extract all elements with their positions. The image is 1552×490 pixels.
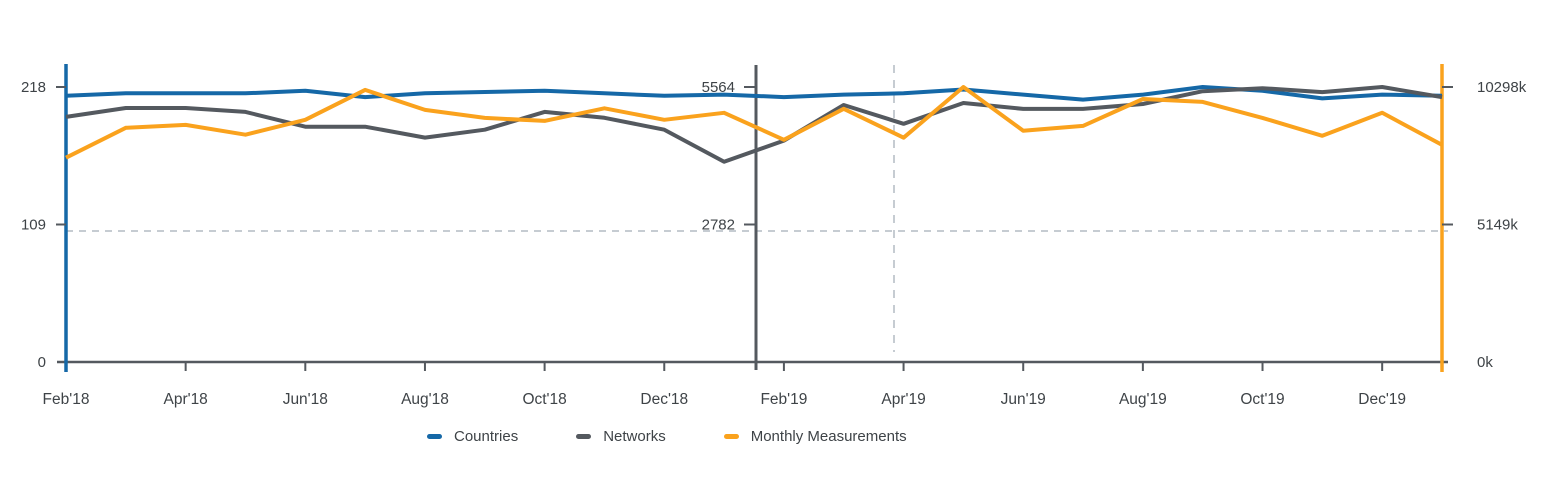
- x-axis-tick-label: Oct'19: [1240, 391, 1284, 408]
- legend-label-monthly-measurements: Monthly Measurements: [750, 428, 907, 445]
- x-axis-tick-label: Jun'18: [283, 391, 328, 408]
- x-axis-tick-label: Dec'19: [1358, 391, 1406, 408]
- legend-label-countries: Countries: [454, 428, 519, 445]
- y-axis-right-tick-label: 10298k: [1477, 79, 1527, 96]
- series-line-countries[interactable]: [65, 85, 1443, 102]
- legend-swatch-networks: [576, 434, 592, 439]
- y-axis-left-tick-label: 109: [21, 217, 46, 234]
- y-axis-left-tick-label: 0: [38, 354, 46, 371]
- x-axis-tick-label: Dec'18: [640, 391, 688, 408]
- legend-swatch-monthly-measurements: [723, 434, 739, 439]
- x-axis-tick-label: Oct'18: [522, 391, 566, 408]
- legend-item-monthly-measurements[interactable]: Monthly Measurements: [723, 428, 907, 445]
- series-line-monthly-measurements[interactable]: [65, 85, 1443, 160]
- x-axis-tick-label: Feb'18: [43, 391, 90, 408]
- x-axis-tick-label: Feb'19: [760, 391, 807, 408]
- y-axis-middle-tick-label: 5564: [702, 79, 735, 96]
- x-axis-tick-label: Apr'18: [163, 391, 207, 408]
- x-axis-tick-label: Aug'18: [401, 391, 449, 408]
- x-axis-tick-label: Jun'19: [1001, 391, 1046, 408]
- x-axis-tick-label: Apr'19: [881, 391, 925, 408]
- y-axis-left-tick-label: 218: [21, 79, 46, 96]
- legend-item-countries[interactable]: Countries: [427, 428, 518, 445]
- legend-swatch-countries: [427, 434, 442, 439]
- y-axis-middle-tick-label: 2782: [702, 217, 735, 234]
- y-axis-right-tick-label: 0k: [1477, 354, 1493, 371]
- legend-item-networks[interactable]: Networks: [576, 428, 666, 445]
- y-axis-right-tick-label: 5149k: [1477, 217, 1518, 234]
- legend-label-networks: Networks: [603, 428, 666, 445]
- chart-legend: Countries Networks Monthly Measurements: [427, 428, 907, 445]
- x-axis-tick-label: Aug'19: [1119, 391, 1167, 408]
